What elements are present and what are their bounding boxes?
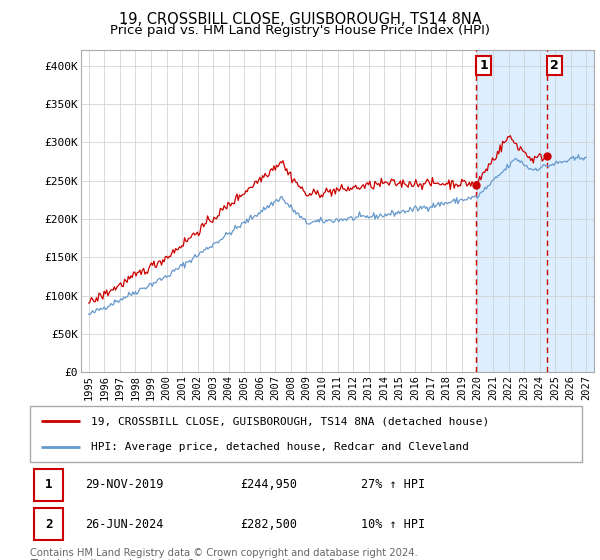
- Text: 2: 2: [45, 517, 53, 531]
- Text: £282,500: £282,500: [240, 517, 297, 531]
- Text: 1: 1: [479, 59, 488, 72]
- Text: 10% ↑ HPI: 10% ↑ HPI: [361, 517, 425, 531]
- Text: 27% ↑ HPI: 27% ↑ HPI: [361, 478, 425, 492]
- FancyBboxPatch shape: [34, 469, 63, 501]
- Text: HPI: Average price, detached house, Redcar and Cleveland: HPI: Average price, detached house, Redc…: [91, 442, 469, 452]
- Text: Price paid vs. HM Land Registry's House Price Index (HPI): Price paid vs. HM Land Registry's House …: [110, 24, 490, 36]
- Text: 19, CROSSBILL CLOSE, GUISBOROUGH, TS14 8NA (detached house): 19, CROSSBILL CLOSE, GUISBOROUGH, TS14 8…: [91, 416, 489, 426]
- Text: 26-JUN-2024: 26-JUN-2024: [85, 517, 164, 531]
- Bar: [547, 50, 600, 372]
- Text: 29-NOV-2019: 29-NOV-2019: [85, 478, 164, 492]
- FancyBboxPatch shape: [34, 508, 63, 540]
- Bar: [476, 50, 547, 372]
- Text: 19, CROSSBILL CLOSE, GUISBOROUGH, TS14 8NA: 19, CROSSBILL CLOSE, GUISBOROUGH, TS14 8…: [119, 12, 481, 27]
- Text: £244,950: £244,950: [240, 478, 297, 492]
- Text: 1: 1: [45, 478, 53, 492]
- Text: 2: 2: [550, 59, 559, 72]
- Text: Contains HM Land Registry data © Crown copyright and database right 2024.
This d: Contains HM Land Registry data © Crown c…: [30, 548, 418, 560]
